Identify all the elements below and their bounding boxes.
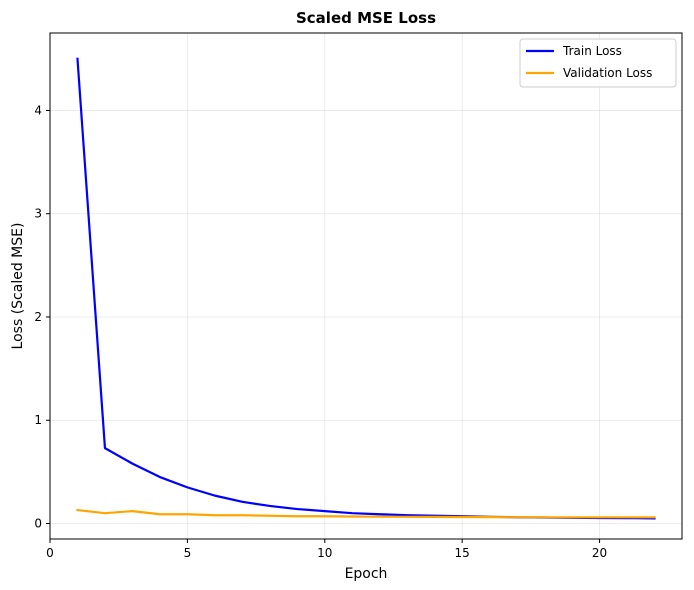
y-tick-label: 3 [34,207,42,221]
series-layer [76,57,656,520]
x-tick-label: 20 [592,546,607,560]
y-tick-label: 4 [34,103,42,117]
x-tick-label: 15 [455,546,470,560]
tick-layer: 0 5 10 15 20 0 1 2 3 4 [34,103,607,560]
y-tick-label: 1 [34,413,42,427]
series-line-validation-loss [76,508,656,519]
x-tick-label: 10 [317,546,332,560]
plot-frame [49,32,683,540]
y-tick-label: 2 [34,310,42,324]
x-axis-label: Epoch [345,566,388,582]
legend-label: Validation Loss [563,66,652,80]
x-tick-label: 0 [46,546,54,560]
x-tick-label: 5 [184,546,192,560]
series-line-train-loss [76,57,656,520]
grid-layer [49,33,682,539]
y-tick-label: 0 [34,517,42,531]
legend: Train Loss Validation Loss [519,38,677,88]
legend-label: Train Loss [562,44,622,58]
chart-title: Scaled MSE Loss [296,9,436,27]
y-axis-label: Loss (Scaled MSE) [10,223,26,350]
legend-box [519,38,677,88]
